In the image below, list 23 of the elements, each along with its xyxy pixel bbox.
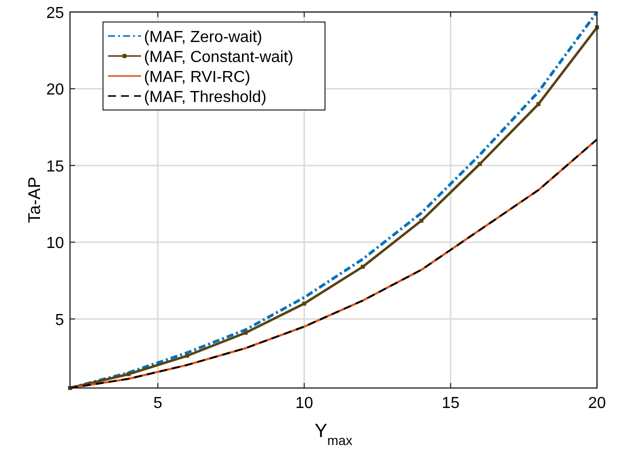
legend-label: (MAF, RVI-RC) bbox=[144, 69, 250, 86]
point bbox=[302, 302, 306, 306]
point bbox=[536, 102, 540, 106]
x-tick-label: 5 bbox=[153, 395, 162, 412]
legend-label: (MAF, Zero-wait) bbox=[144, 29, 262, 46]
x-axis-title: Y$_{max}$ bbox=[314, 421, 353, 448]
y-tick-label: 25 bbox=[46, 5, 64, 22]
legend-label: (MAF, Threshold) bbox=[144, 89, 266, 106]
y-axis-title: Ta-AP bbox=[25, 176, 44, 224]
point bbox=[478, 162, 482, 166]
y-tick-label: 20 bbox=[46, 82, 64, 99]
point bbox=[419, 218, 424, 223]
legend-label: (MAF, Constant-wait) bbox=[144, 49, 294, 66]
point bbox=[360, 264, 365, 269]
point bbox=[126, 372, 131, 376]
point bbox=[185, 354, 190, 358]
x-tick-label: 20 bbox=[588, 395, 606, 412]
y-tick-label: 5 bbox=[55, 312, 64, 329]
point bbox=[244, 330, 248, 335]
y-tick-label: 10 bbox=[46, 235, 64, 252]
x-tick-label: 10 bbox=[295, 395, 314, 412]
y-tick-label: 15 bbox=[46, 158, 64, 176]
x-tick-label: 15 bbox=[442, 395, 460, 412]
